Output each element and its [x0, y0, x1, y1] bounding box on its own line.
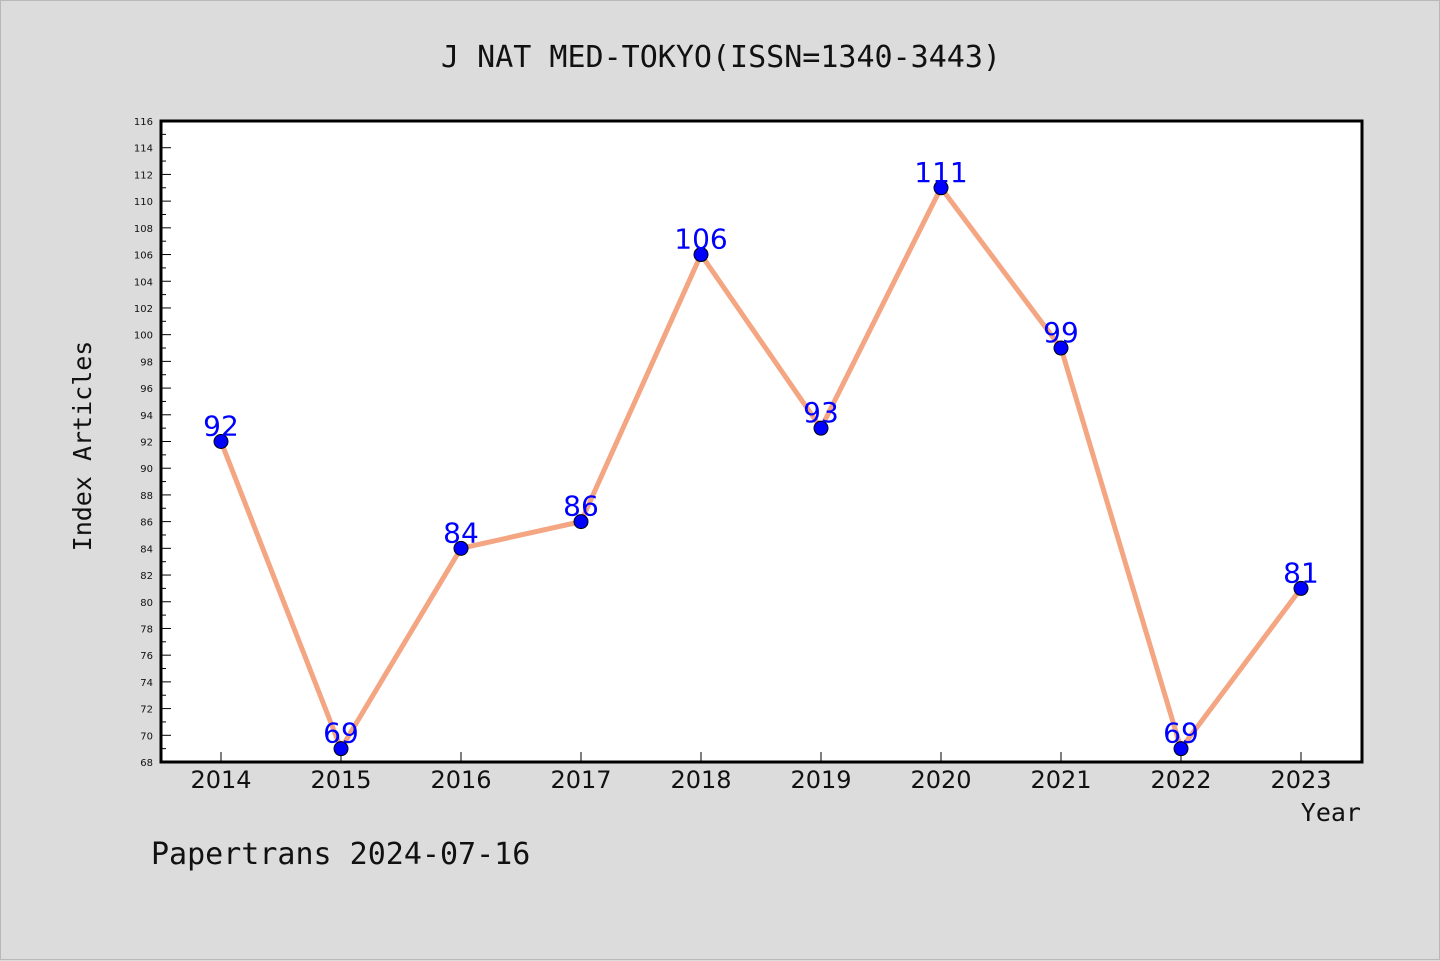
- series-line: [218, 185, 1304, 752]
- data-label: 69: [1163, 717, 1199, 750]
- data-point: [933, 180, 949, 196]
- y-tick-label: 84: [140, 544, 153, 555]
- x-tick-label: 2015: [310, 766, 371, 794]
- data-points-group: [213, 180, 1309, 757]
- data-label: 99: [1043, 316, 1079, 349]
- data-label: 111: [914, 156, 967, 189]
- y-tick-label: 86: [140, 518, 153, 529]
- y-axis: 68 70 72 74 76 78 80 82 84 86 88 90 92 94 96 98 100 102 10…: [134, 117, 171, 769]
- y-tick-label: 100: [134, 331, 153, 342]
- x-tick-label: 2014: [190, 766, 251, 794]
- y-tick-label: 94: [140, 411, 153, 422]
- y-tick-label: 90: [140, 464, 153, 475]
- data-point: [813, 420, 829, 436]
- x-tick-label: 2020: [910, 766, 971, 794]
- y-tick-label: 92: [140, 438, 153, 449]
- y-tick-label: 112: [134, 170, 153, 181]
- data-label: 92: [203, 410, 239, 443]
- data-point: [1173, 741, 1189, 757]
- data-point: [693, 247, 709, 263]
- y-tick-label: 72: [140, 705, 153, 716]
- x-axis-title: Year: [1301, 798, 1361, 827]
- x-tick-label: 2016: [430, 766, 491, 794]
- y-tick-label: 76: [140, 651, 153, 662]
- data-label: 69: [323, 717, 359, 750]
- y-tick-label: 116: [134, 117, 153, 128]
- y-tick-label: 102: [134, 304, 153, 315]
- y-tick-label: 74: [140, 678, 153, 689]
- data-point: [453, 540, 469, 556]
- y-tick-label: 104: [134, 277, 153, 288]
- y-tick-label: 78: [140, 624, 153, 635]
- footer-credit: Papertrans 2024-07-16: [151, 837, 530, 872]
- y-tick-label: 110: [134, 197, 153, 208]
- y-tick-label: 88: [140, 491, 153, 502]
- plot-area: [159, 119, 1364, 764]
- y-tick-label: 106: [134, 251, 153, 262]
- y-axis-title: Index Articles: [68, 341, 97, 552]
- x-axis: 2014 2015 2016 2017 2018 2019 2020 2021 2022 2023: [190, 752, 1332, 794]
- x-tick-label: 2019: [790, 766, 851, 794]
- y-tick-label: 70: [140, 731, 153, 742]
- data-label: 86: [563, 490, 599, 523]
- data-labels-group: 92 69 84 86 106 93 111 99 69 81: [203, 156, 1319, 750]
- data-point: [1293, 580, 1309, 596]
- x-tick-label: 2023: [1270, 766, 1331, 794]
- y-tick-label: 96: [140, 384, 153, 395]
- data-point: [1053, 340, 1069, 356]
- y-tick-label: 68: [140, 758, 153, 769]
- y-tick-label: 80: [140, 598, 153, 609]
- x-tick-label: 2018: [670, 766, 731, 794]
- y-tick-label: 114: [134, 144, 153, 155]
- data-point: [213, 434, 229, 449]
- data-point: [333, 741, 349, 757]
- chart-title: J NAT MED-TOKYO(ISSN=1340-3443): [441, 40, 1001, 75]
- data-label: 106: [674, 223, 727, 256]
- data-label: 93: [803, 396, 839, 429]
- data-label: 84: [443, 516, 479, 549]
- x-tick-label: 2017: [550, 766, 611, 794]
- data-point: [573, 514, 589, 530]
- series-line-group: [218, 185, 1304, 752]
- x-tick-label: 2021: [1030, 766, 1091, 794]
- data-label: 81: [1283, 556, 1319, 589]
- y-tick-label: 98: [140, 357, 153, 368]
- y-tick-label: 82: [140, 571, 153, 582]
- x-tick-label: 2022: [1150, 766, 1211, 794]
- y-tick-label: 108: [134, 224, 153, 235]
